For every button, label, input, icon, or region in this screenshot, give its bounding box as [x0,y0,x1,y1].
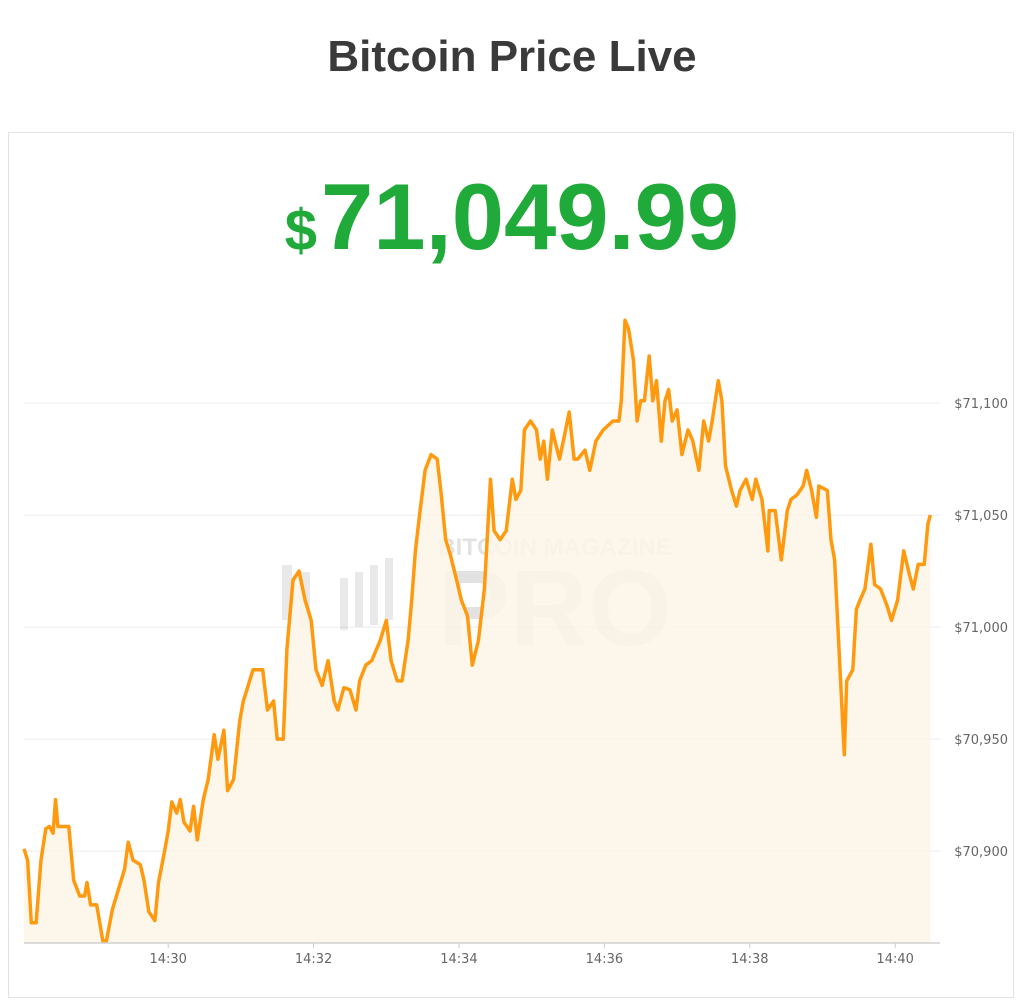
price-line [22,318,932,943]
x-tick-label: 14:30 [149,952,186,967]
x-tick-label: 14:34 [440,952,477,967]
y-tick-label: $71,100 [954,397,1008,412]
price-area-fill [24,320,931,943]
y-tick-label: $70,950 [954,733,1008,748]
x-tick-label: 14:32 [295,952,332,967]
currency-symbol: $ [284,198,318,263]
page-title: Bitcoin Price Live [327,32,697,81]
current-price: $71,049.99 [0,162,1024,272]
x-tick-label: 14:38 [731,952,768,967]
y-axis: $70,900 $70,950 $71,000 $71,050 $71,100 [954,397,1008,860]
y-tick-label: $71,000 [954,621,1008,636]
x-tick-label: 14:36 [586,952,623,967]
y-tick-label: $70,900 [954,845,1008,860]
y-tick-label: $71,050 [954,509,1008,524]
price-value: 71,049.99 [321,164,740,269]
x-tick-label: 14:40 [876,952,913,967]
x-axis: 14:30 14:32 14:34 14:36 14:38 14:40 [149,943,914,967]
price-card [8,132,1014,998]
